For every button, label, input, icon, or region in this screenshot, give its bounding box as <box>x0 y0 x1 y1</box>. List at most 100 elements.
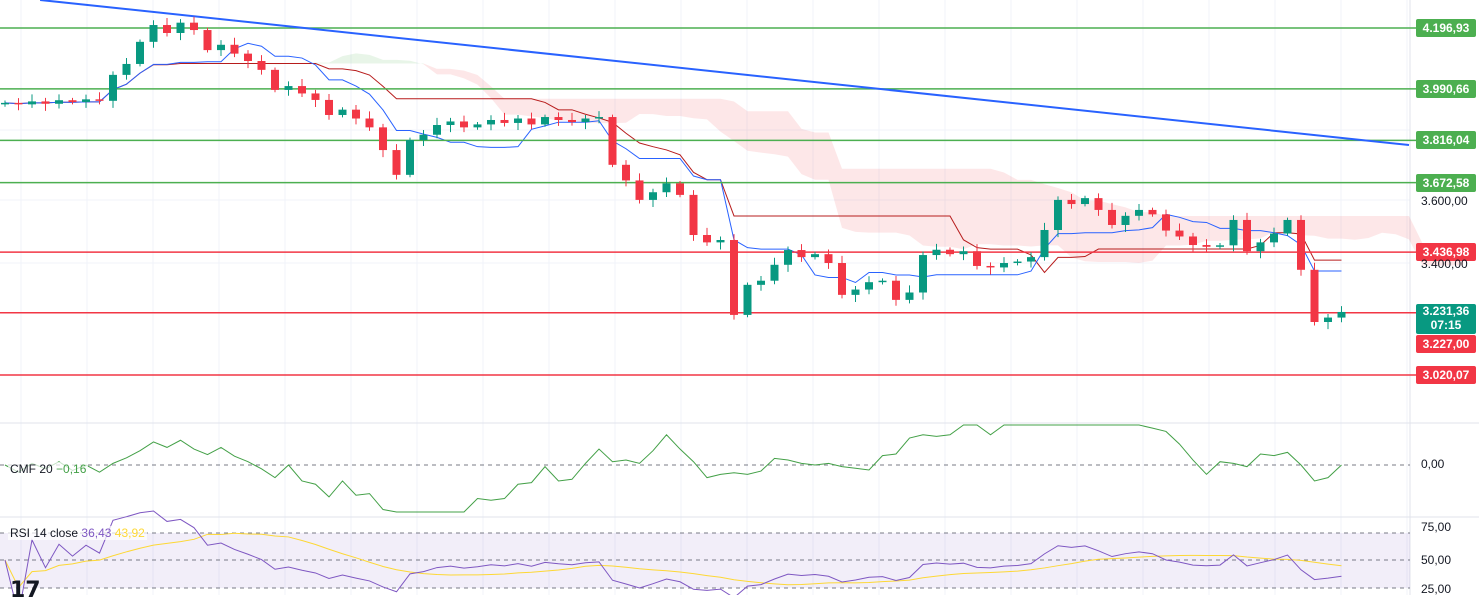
candle-body <box>447 121 455 125</box>
ichimoku-cloud-segment <box>640 99 654 114</box>
candle-body <box>879 281 887 282</box>
candle-body <box>1000 263 1008 267</box>
cmf-line <box>5 425 1342 512</box>
candle-body <box>123 64 131 75</box>
candle-body <box>906 293 914 300</box>
candle-body <box>838 263 846 295</box>
ichimoku-cloud-segment <box>464 71 478 85</box>
rsi-tick-50: 50,00 <box>1421 553 1451 567</box>
candle-body <box>1041 230 1049 257</box>
ichimoku-cloud-segment <box>113 103 127 104</box>
ichimoku-cloud-segment <box>505 99 519 115</box>
candle-body <box>163 25 171 33</box>
candle-body <box>1284 220 1292 234</box>
candle-body <box>298 86 306 93</box>
ichimoku-cloud-segment <box>316 63 330 64</box>
candle-body <box>136 42 144 64</box>
candle-body <box>919 255 927 292</box>
candle-body <box>784 250 792 265</box>
ichimoku-cloud-segment <box>478 75 492 98</box>
candle-body <box>663 183 671 192</box>
ichimoku-cloud-segment <box>964 169 978 249</box>
candle-body <box>1068 200 1076 204</box>
candle-body <box>1135 210 1143 216</box>
ichimoku-cloud-segment <box>721 99 735 141</box>
candle-body <box>690 195 698 235</box>
ichimoku-cloud-segment <box>680 99 694 118</box>
candle-body <box>1270 234 1278 243</box>
cmf-title: CMF 20 <box>10 462 53 476</box>
candle-body <box>1162 214 1170 230</box>
ichimoku-cloud-segment <box>896 169 910 236</box>
candle-body <box>1054 200 1062 230</box>
ichimoku-cloud-segment <box>856 169 870 233</box>
ichimoku-cloud-segment <box>1315 216 1329 239</box>
candle-body <box>55 100 63 104</box>
candle-body <box>204 30 212 50</box>
candle-body <box>595 117 603 118</box>
ichimoku-cloud-segment <box>1369 216 1383 238</box>
ichimoku-cloud-segment <box>734 102 748 151</box>
candle-body <box>1189 236 1197 245</box>
rsi-legend[interactable]: RSI 14 close 36,43 43,92 <box>8 526 147 540</box>
candle-body <box>1243 220 1251 251</box>
ichimoku-cloud-segment <box>1342 216 1356 240</box>
ichimoku-cloud-segment <box>329 56 343 63</box>
candle-body <box>1297 220 1305 270</box>
candle-body <box>271 70 279 90</box>
candle-body <box>69 100 77 102</box>
candle-body <box>528 119 536 125</box>
candle-body <box>1014 262 1022 263</box>
ichimoku-cloud-segment <box>910 169 924 246</box>
rsi-title: RSI 14 close <box>10 526 78 540</box>
ichimoku-cloud-segment <box>1355 216 1369 240</box>
axis-tick-3400: 3.400,00 <box>1421 257 1468 271</box>
axis-tick-3600: 3.600,00 <box>1421 194 1468 208</box>
candle-body <box>798 250 806 257</box>
ichimoku-cloud-segment <box>1139 212 1153 263</box>
candle-body <box>231 45 239 54</box>
ichimoku-cloud-segment <box>154 102 168 103</box>
candle-body <box>177 23 185 33</box>
level-label: 4.196,93 <box>1416 19 1476 37</box>
ichimoku-cloud-segment <box>788 111 802 174</box>
cmf-legend[interactable]: CMF 20 −0,16 <box>8 462 88 476</box>
candle-body <box>1095 198 1103 210</box>
candle-body <box>325 100 333 115</box>
ichimoku-cloud-segment <box>451 69 465 79</box>
candle-body <box>717 240 725 242</box>
ichimoku-cloud-segment <box>748 111 762 152</box>
last-price-label: 3.227,00 <box>1416 335 1476 353</box>
candle-body <box>28 101 36 104</box>
candle-body <box>622 165 630 181</box>
candle-body <box>973 251 981 266</box>
ichimoku-cloud-segment <box>424 64 438 75</box>
ichimoku-cloud-segment <box>356 53 370 63</box>
level-label: 3.816,04 <box>1416 131 1476 149</box>
ichimoku-cloud-segment <box>977 169 991 244</box>
candle-body <box>825 254 833 263</box>
candle-body <box>676 183 684 195</box>
cmf-value: −0,16 <box>56 462 86 476</box>
cmf-zero-tick: 0,00 <box>1421 457 1444 471</box>
candle-body <box>1338 312 1346 318</box>
candle-body <box>109 75 117 101</box>
ichimoku-cloud-segment <box>761 111 775 154</box>
candle-body <box>1081 198 1089 204</box>
candle-body <box>487 120 495 124</box>
candle-body <box>406 140 414 175</box>
ichimoku-cloud-segment <box>397 60 411 64</box>
ichimoku-cloud-segment <box>383 60 397 64</box>
candle-body <box>1324 318 1332 322</box>
ichimoku-cloud-segment <box>491 86 505 114</box>
level-label: 3.672,58 <box>1416 174 1476 192</box>
ichimoku-cloud-segment <box>842 169 856 232</box>
candle-body <box>852 290 860 295</box>
current-price: 3.231,36 <box>1423 304 1470 318</box>
candle-body <box>811 254 819 257</box>
ichimoku-cloud-segment <box>991 169 1005 246</box>
candle-body <box>1027 257 1035 261</box>
